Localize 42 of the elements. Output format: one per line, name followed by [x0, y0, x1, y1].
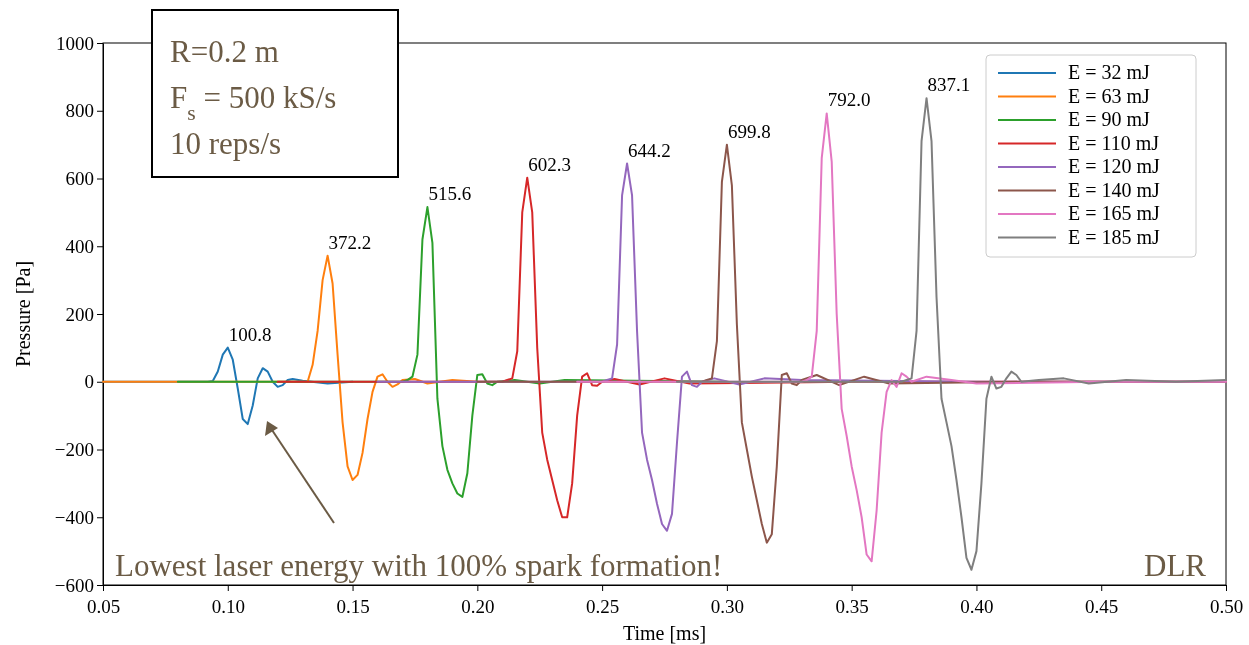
y-tick-label: 600 — [65, 168, 94, 190]
x-tick-label: 0.40 — [960, 596, 994, 617]
y-tick-label: −400 — [54, 506, 94, 528]
annotation: 372.2 — [328, 231, 372, 253]
legend-label: E = 90 mJ — [1068, 108, 1151, 130]
annotation: 792.0 — [827, 89, 871, 111]
y-tick-label: −200 — [54, 439, 94, 461]
y-tick-label: 200 — [65, 303, 94, 325]
legend-label: E = 32 mJ — [1068, 61, 1151, 83]
x-tick-label: 0.30 — [710, 596, 745, 617]
x-tick-label: 0.50 — [1209, 596, 1244, 617]
legend-label: E = 140 mJ — [1068, 178, 1161, 201]
x-tick-label: 0.25 — [585, 596, 620, 617]
annotation: Lowest laser energy with 100% spark formation! — [115, 548, 723, 583]
y-tick-label: 0 — [84, 371, 94, 393]
annotation: 837.1 — [927, 74, 971, 96]
annotation: 10 reps/s — [170, 126, 282, 161]
annotation: R=0.2 m — [170, 34, 279, 69]
annotation: 602.3 — [528, 153, 571, 175]
legend-label: E = 63 mJ — [1068, 84, 1151, 107]
annotation: DLR — [1144, 548, 1207, 583]
y-tick-label: 1000 — [56, 32, 94, 54]
legend-label: E = 110 mJ — [1068, 131, 1160, 154]
annotation: 515.6 — [428, 183, 472, 205]
y-tick-label: 400 — [65, 235, 94, 257]
x-tick-label: 0.15 — [336, 596, 370, 617]
x-tick-label: 0.10 — [211, 596, 245, 617]
legend-label: E = 185 mJ — [1068, 225, 1161, 248]
x-axis-title: Time [ms] — [622, 622, 707, 644]
x-tick-label: 0.35 — [835, 596, 869, 617]
annotation: F$_{s}$ = 500 kS/s — [170, 80, 337, 125]
x-tick-label: 0.20 — [461, 596, 495, 617]
x-tick-label: 0.45 — [1085, 596, 1119, 617]
y-tick-label: −600 — [54, 574, 94, 596]
x-tick-label: 0.05 — [86, 596, 121, 617]
annotation: 644.2 — [628, 139, 671, 161]
legend-label: E = 165 mJ — [1068, 202, 1161, 224]
y-tick-label: 800 — [65, 100, 94, 122]
annotation: 100.8 — [228, 323, 272, 345]
y-axis-title: Pressure [Pa] — [12, 260, 34, 368]
legend-label: E = 120 mJ — [1068, 155, 1161, 177]
annotation: 699.8 — [727, 120, 771, 142]
